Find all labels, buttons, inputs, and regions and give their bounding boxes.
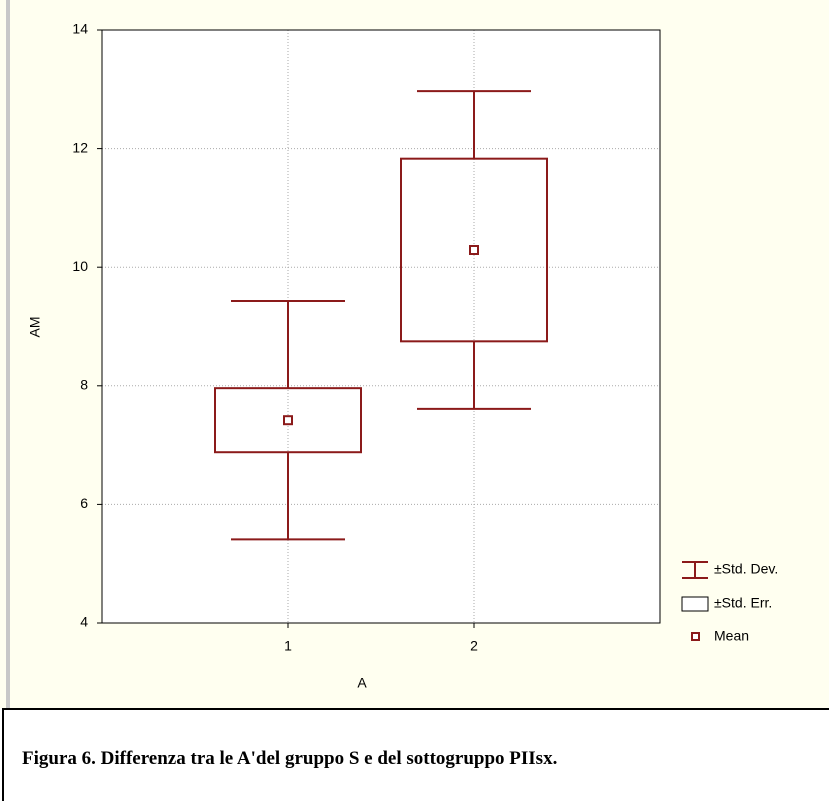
y-tick-label: 6 [80, 495, 88, 511]
legend-label: Mean [714, 628, 749, 644]
legend-mean-icon [691, 632, 700, 641]
mean-marker [469, 245, 479, 256]
y-tick-label: 8 [80, 377, 88, 393]
y-tick-label: 4 [80, 614, 88, 630]
y-tick-label: 14 [72, 21, 88, 37]
x-tick-label: 2 [470, 638, 478, 654]
legend-label: ±Std. Err. [714, 595, 772, 611]
y-tick-label: 12 [72, 139, 88, 155]
y-tick-label: 10 [72, 258, 88, 274]
left-border [6, 0, 10, 708]
caption: Figura 6. Differenza tra le A'del gruppo… [22, 748, 558, 769]
legend-label: ±Std. Dev. [714, 561, 778, 577]
se-box [214, 387, 362, 454]
caption-box: Figura 6. Differenza tra le A'del gruppo… [2, 708, 829, 801]
plot-area [102, 30, 660, 623]
x-axis-label: A [357, 675, 367, 691]
y-axis-label: AM [27, 317, 43, 338]
mean-marker [283, 415, 293, 426]
x-tick-label: 1 [284, 638, 292, 654]
se-box [400, 157, 548, 343]
plot-frame [101, 29, 661, 624]
legend-se-icon [681, 596, 709, 612]
